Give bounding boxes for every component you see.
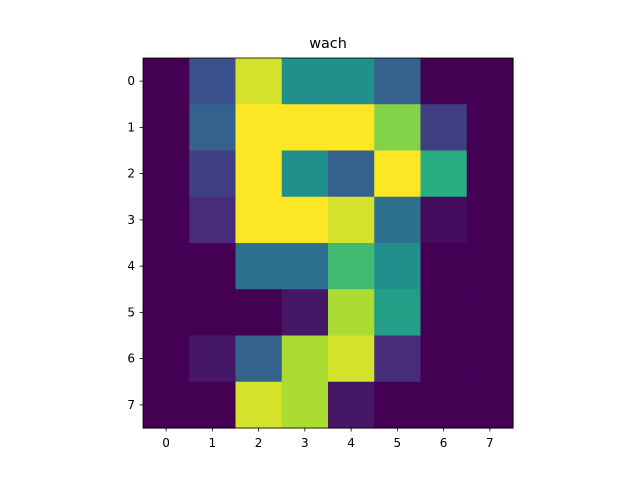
x-axis: 0 1 2 3 4 5 6 7	[162, 428, 494, 450]
heatmap-cell-r6-c6	[420, 335, 468, 383]
heatmap-cell-r6-c4	[328, 335, 375, 383]
heatmap-cell-r6-c2	[235, 335, 283, 383]
chart-title: wach	[309, 36, 347, 52]
y-tick-label: 2	[127, 167, 135, 181]
heatmap-cell-r1-c6	[420, 104, 468, 152]
x-tick-label: 3	[301, 436, 309, 450]
y-tick-label: 3	[127, 213, 135, 227]
heatmap-cell-r2-c7	[466, 150, 514, 198]
heatmap-cell-r1-c0	[143, 104, 190, 152]
heatmap-cell-r4-c7	[466, 243, 514, 290]
heatmap-cell-r7-c6	[420, 381, 468, 429]
heatmap-cell-r3-c2	[235, 196, 283, 244]
heatmap-cell-r0-c4	[328, 58, 375, 105]
heatmap-cell-r6-c1	[189, 335, 237, 383]
heatmap-cell-r3-c0	[143, 196, 190, 244]
heatmap-cell-r3-c1	[189, 196, 237, 244]
y-tick-label: 0	[127, 74, 135, 88]
heatmap-cell-r5-c4	[328, 289, 375, 337]
heatmap-cell-r1-c4	[328, 104, 375, 152]
heatmap-cell-r5-c5	[374, 289, 422, 337]
x-tick-label: 0	[162, 436, 170, 450]
heatmap-cell-r7-c2	[235, 381, 283, 429]
heatmap-cell-r4-c5	[374, 243, 422, 290]
heatmap-cell-r2-c3	[281, 150, 329, 198]
heatmap-cell-r0-c7	[466, 58, 514, 105]
y-tick-label: 5	[127, 305, 135, 319]
heatmap-cell-r7-c0	[143, 381, 190, 429]
heatmap-cell-r0-c5	[374, 58, 422, 105]
heatmap-cell-r6-c5	[374, 335, 422, 383]
heatmap-cell-r5-c2	[235, 289, 283, 337]
x-tick-label: 5	[394, 436, 402, 450]
heatmap-cell-r4-c0	[143, 243, 190, 290]
heatmap-cell-r4-c1	[189, 243, 237, 290]
heatmap-cell-r6-c7	[466, 335, 514, 383]
heatmap-cell-r2-c1	[189, 150, 237, 198]
heatmap-cell-r4-c4	[328, 243, 375, 290]
heatmap-cell-r4-c3	[281, 243, 329, 290]
heatmap-cell-r5-c6	[420, 289, 468, 337]
heatmap-cell-r3-c4	[328, 196, 375, 244]
heatmap-cell-r1-c1	[189, 104, 237, 152]
heatmap-cell-r0-c0	[143, 58, 190, 105]
x-tick-label: 4	[347, 436, 355, 450]
heatmap-cells	[143, 58, 514, 429]
heatmap-cell-r3-c6	[420, 196, 468, 244]
y-tick-label: 1	[127, 120, 135, 134]
heatmap-cell-r2-c5	[374, 150, 422, 198]
heatmap-cell-r3-c3	[281, 196, 329, 244]
x-tick-label: 1	[209, 436, 217, 450]
heatmap-cell-r7-c4	[328, 381, 375, 429]
heatmap-cell-r5-c7	[466, 289, 514, 337]
heatmap-cell-r3-c5	[374, 196, 422, 244]
heatmap-cell-r0-c6	[420, 58, 468, 105]
heatmap-cell-r4-c6	[420, 243, 468, 290]
heatmap-cell-r2-c4	[328, 150, 375, 198]
plot-frame	[142, 57, 514, 429]
y-tick-label: 6	[127, 352, 135, 366]
heatmap-cell-r6-c0	[143, 335, 190, 383]
y-tick-label: 4	[127, 259, 135, 273]
heatmap-cell-r2-c2	[235, 150, 283, 198]
heatmap-cell-r0-c1	[189, 58, 237, 105]
heatmap-cell-r1-c2	[235, 104, 283, 152]
heatmap-cell-r7-c5	[374, 381, 422, 429]
heatmap-cell-r5-c3	[281, 289, 329, 337]
heatmap-cell-r4-c2	[235, 243, 283, 290]
heatmap-cell-r6-c3	[281, 335, 329, 383]
x-tick-label: 6	[440, 436, 448, 450]
heatmap-cell-r5-c1	[189, 289, 237, 337]
heatmap-cell-r0-c2	[235, 58, 283, 105]
heatmap-cell-r7-c7	[466, 381, 514, 429]
heatmap-cell-r7-c3	[281, 381, 329, 429]
heatmap-cell-r1-c3	[281, 104, 329, 152]
heatmap-cell-r7-c1	[189, 381, 237, 429]
y-axis: 0 1 2 3 4 5 6 7	[127, 74, 143, 412]
heatmap-cell-r1-c7	[466, 104, 514, 152]
heatmap-cell-r2-c6	[420, 150, 468, 198]
x-tick-label: 2	[255, 436, 263, 450]
heatmap-cell-r0-c3	[281, 58, 329, 105]
heatmap-cell-r2-c0	[143, 150, 190, 198]
heatmap-cell-r1-c5	[374, 104, 422, 152]
heatmap-cell-r3-c7	[466, 196, 514, 244]
y-tick-label: 7	[127, 398, 135, 412]
x-tick-label: 7	[486, 436, 494, 450]
heatmap-cell-r5-c0	[143, 289, 190, 337]
